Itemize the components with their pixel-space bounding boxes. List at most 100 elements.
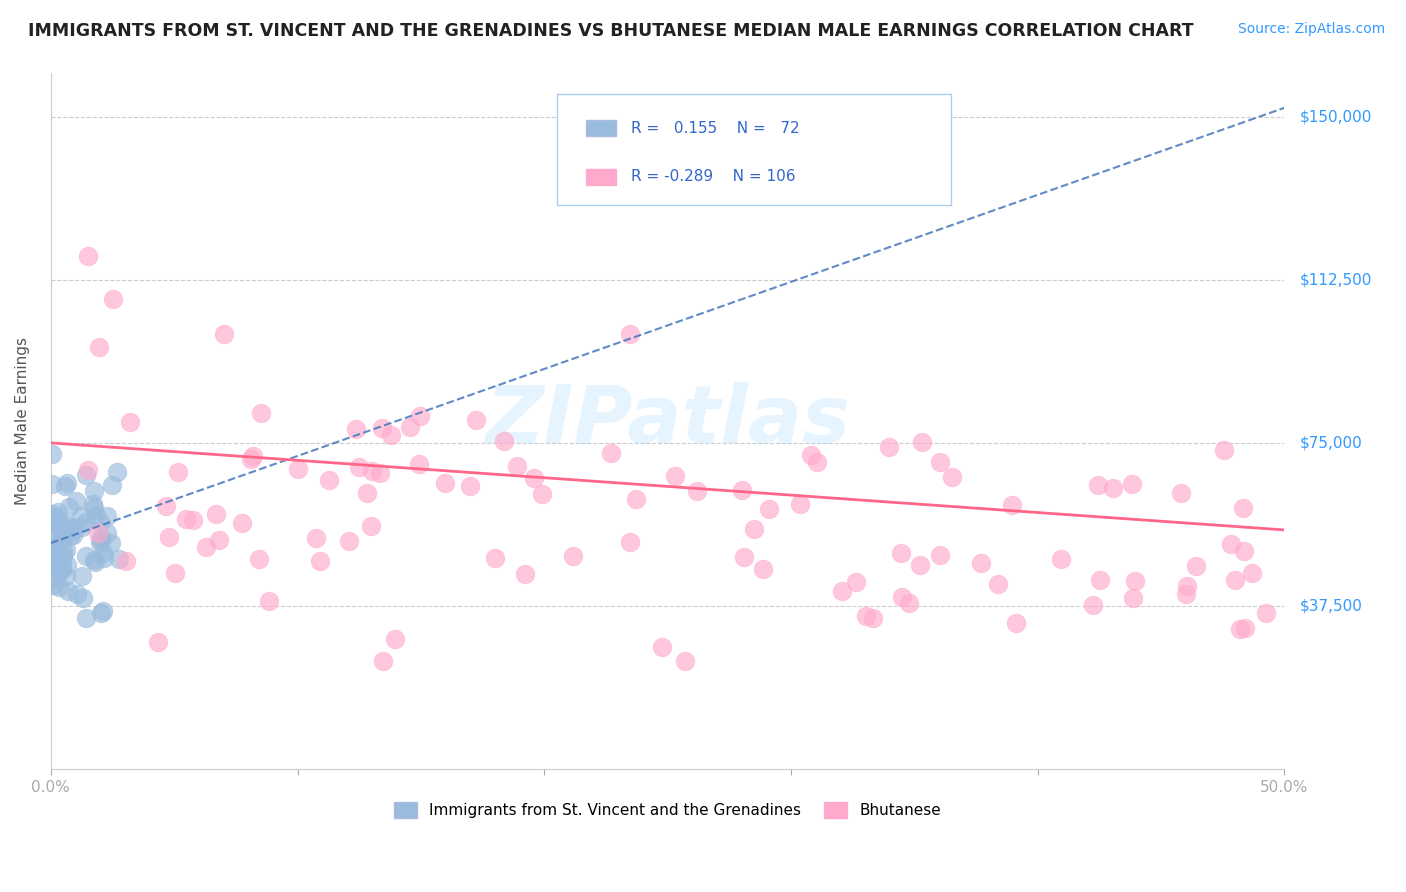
Point [75, 611, 97, 625]
Point [76, 467, 98, 482]
Text: R = -0.289    N = 106: R = -0.289 N = 106 [631, 169, 796, 185]
Point [619, 326, 641, 341]
Point [167, 465, 190, 479]
Point [845, 574, 868, 589]
Point [941, 470, 963, 484]
Point [370, 421, 392, 435]
Point [673, 653, 696, 667]
Point [53, 479, 76, 493]
Point [240, 452, 263, 467]
Point [370, 466, 392, 480]
Point [51, 562, 73, 576]
Point [360, 519, 382, 533]
Point [41, 543, 63, 558]
Point [90, 606, 112, 620]
Point [1001, 498, 1024, 512]
Point [56, 475, 79, 490]
Point [44, 516, 66, 531]
Point [733, 549, 755, 564]
Point [347, 460, 370, 475]
Point [373, 653, 395, 667]
Point [1123, 574, 1146, 588]
Point [1256, 607, 1278, 621]
Point [928, 455, 950, 469]
Point [492, 434, 515, 448]
FancyBboxPatch shape [557, 94, 952, 205]
Point [107, 552, 129, 566]
Point [831, 584, 853, 599]
Point [409, 409, 432, 423]
Point [1220, 537, 1243, 551]
Point [45, 572, 67, 586]
Point [318, 473, 340, 487]
Point [561, 549, 583, 563]
Point [344, 421, 367, 435]
Point [46, 505, 69, 519]
Point [115, 554, 138, 568]
FancyBboxPatch shape [586, 120, 616, 136]
Point [63, 522, 86, 536]
Point [89, 534, 111, 549]
Point [155, 500, 177, 514]
Point [62, 528, 84, 542]
Point [908, 558, 931, 573]
Point [93, 551, 115, 566]
Point [855, 608, 877, 623]
Point [1234, 620, 1257, 634]
Point [41, 507, 63, 521]
Point [1229, 622, 1251, 636]
Point [970, 556, 993, 570]
Point [89, 516, 111, 530]
Point [231, 516, 253, 531]
Text: $150,000: $150,000 [1299, 109, 1372, 124]
Point [58, 500, 80, 515]
Point [146, 635, 169, 649]
Text: IMMIGRANTS FROM ST. VINCENT AND THE GRENADINES VS BHUTANESE MEDIAN MALE EARNINGS: IMMIGRANTS FROM ST. VINCENT AND THE GREN… [28, 22, 1194, 40]
Point [48, 551, 70, 566]
Point [1225, 573, 1247, 587]
Point [242, 449, 264, 463]
Text: ZIPatlas: ZIPatlas [485, 382, 851, 460]
Point [51, 532, 73, 546]
Point [1049, 552, 1071, 566]
Point [49, 524, 72, 538]
Point [174, 512, 197, 526]
Point [1122, 591, 1144, 605]
Point [731, 483, 754, 497]
Point [458, 479, 481, 493]
Point [42, 578, 65, 592]
Point [523, 471, 546, 485]
Point [910, 434, 932, 449]
Point [44, 539, 66, 553]
Point [599, 446, 621, 460]
Point [157, 531, 180, 545]
Point [46, 548, 69, 562]
Point [76, 249, 98, 263]
Point [48, 580, 70, 594]
Point [46, 531, 69, 545]
Point [987, 577, 1010, 591]
Point [66, 587, 89, 601]
Point [101, 293, 124, 307]
Point [204, 507, 226, 521]
Point [1087, 478, 1109, 492]
Point [105, 466, 128, 480]
Point [51, 556, 73, 570]
Point [789, 497, 811, 511]
Point [49, 522, 72, 536]
Point [163, 566, 186, 580]
Point [118, 415, 141, 429]
Point [70, 520, 93, 534]
Point [83, 552, 105, 566]
Point [619, 535, 641, 549]
FancyBboxPatch shape [586, 169, 616, 186]
Point [465, 413, 488, 427]
Point [651, 640, 673, 654]
Point [55, 558, 77, 572]
Point [890, 546, 912, 560]
Point [87, 526, 110, 541]
Point [41, 477, 63, 491]
Point [101, 478, 124, 492]
Point [48, 514, 70, 528]
Point [1081, 598, 1104, 612]
